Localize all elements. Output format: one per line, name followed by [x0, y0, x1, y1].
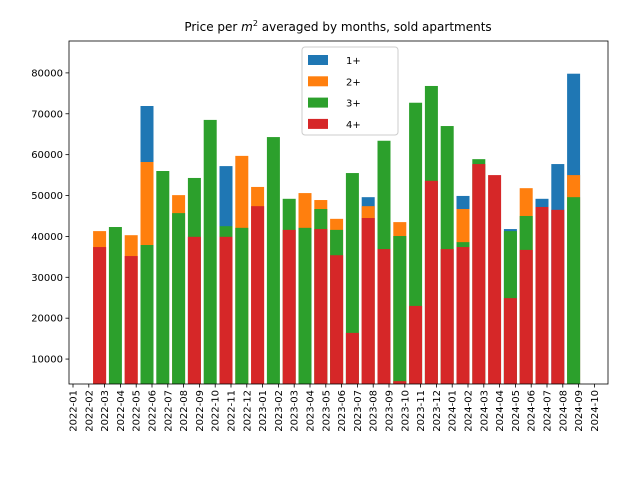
y-tick-label: 20000: [31, 314, 63, 325]
bar: [251, 206, 265, 384]
bar: [298, 227, 312, 384]
x-tick-label: 2022-09: [195, 390, 206, 432]
x-tick-label: 2024-10: [590, 390, 601, 432]
x-tick-label: 2023-02: [274, 390, 285, 432]
x-tick-label: 2023-04: [306, 390, 317, 432]
x-tick-label: 2023-03: [290, 390, 301, 432]
x-tick-label: 2023-07: [353, 390, 364, 432]
x-tick-label: 2024-04: [495, 390, 506, 432]
x-tick-label: 2022-10: [211, 390, 222, 432]
x-tick-label: 2023-01: [258, 390, 269, 432]
x-tick-label: 2023-05: [321, 390, 332, 432]
x-tick-label: 2022-03: [100, 390, 111, 432]
x-tick-label: 2022-01: [69, 390, 80, 432]
y-tick-label: 50000: [31, 191, 63, 202]
x-tick-label: 2023-09: [385, 390, 396, 432]
x-tick-label: 2023-10: [400, 390, 411, 432]
bar: [519, 249, 533, 384]
legend-box: [301, 46, 399, 136]
title-text: averaged by months, sold apartments: [258, 20, 492, 34]
x-tick-label: 2022-05: [132, 390, 143, 432]
legend-swatch: [308, 97, 328, 108]
x-tick-label: 2024-03: [479, 390, 490, 432]
bar: [235, 227, 249, 384]
x-tick-label: 2023-06: [337, 390, 348, 432]
legend-label: 2+: [346, 77, 361, 88]
y-tick-label: 60000: [31, 150, 63, 161]
bar: [124, 256, 138, 384]
title-math: m: [241, 20, 253, 34]
bar: [187, 236, 201, 384]
x-tick-label: 2022-12: [242, 390, 253, 432]
bar: [535, 206, 549, 384]
bar: [503, 298, 517, 384]
bar: [219, 236, 233, 384]
x-tick-label: 2024-09: [574, 390, 585, 432]
x-tick-label: 2023-11: [416, 390, 427, 432]
title-superscript: 2: [253, 19, 258, 28]
bar: [488, 175, 502, 384]
title-text: Price per: [184, 20, 241, 34]
x-tick-label: 2024-07: [543, 390, 554, 432]
bar: [345, 173, 359, 384]
bar: [345, 332, 359, 384]
bar: [172, 213, 186, 384]
bar: [456, 247, 470, 384]
bar: [330, 255, 344, 384]
bar: [156, 171, 170, 384]
legend-label: 4+: [346, 120, 361, 131]
x-tick-label: 2024-06: [527, 390, 538, 432]
bar: [140, 245, 154, 384]
legend-label: 1+: [346, 56, 361, 67]
bar: [551, 209, 565, 384]
y-tick-label: 30000: [31, 273, 63, 284]
bar: [440, 249, 454, 384]
y-tick-label: 10000: [31, 355, 63, 366]
bar: [108, 227, 122, 384]
x-tick-label: 2022-08: [179, 390, 190, 432]
bar: [93, 247, 107, 384]
bar: [282, 229, 296, 384]
bar: [361, 218, 375, 384]
legend-swatch: [308, 76, 328, 87]
legend-swatch: [308, 118, 328, 129]
bar: [472, 164, 486, 384]
y-tick-label: 80000: [31, 68, 63, 79]
bar: [424, 180, 438, 384]
plot-frame: [68, 40, 609, 385]
chart-title: Price per m2 averaged by months, sold ap…: [184, 19, 491, 34]
x-tick-label: 2024-05: [511, 390, 522, 432]
x-tick-label: 2022-04: [116, 390, 127, 432]
x-tick-label: 2024-01: [448, 390, 459, 432]
x-tick-label: 2024-08: [558, 390, 569, 432]
legend-swatch: [308, 55, 328, 65]
y-tick-label: 70000: [31, 109, 63, 120]
x-tick-label: 2022-02: [84, 390, 95, 432]
y-tick-label: 40000: [31, 232, 63, 243]
x-tick-label: 2023-12: [432, 390, 443, 432]
bar: [266, 137, 280, 384]
x-tick-label: 2023-08: [369, 390, 380, 432]
legend-label: 3+: [346, 99, 361, 110]
x-tick-label: 2022-06: [148, 390, 159, 432]
bar: [393, 236, 407, 384]
bar: [393, 381, 407, 384]
legend: 1+ 2+ 3+ 4+: [301, 46, 399, 136]
bar: [203, 119, 217, 384]
x-tick-label: 2024-02: [464, 390, 475, 432]
bar: [314, 229, 328, 384]
bar: [409, 305, 423, 384]
x-tick-label: 2022-11: [227, 390, 238, 432]
bar: [377, 249, 391, 384]
x-tick-label: 2022-07: [163, 390, 174, 432]
bar: [567, 197, 581, 384]
